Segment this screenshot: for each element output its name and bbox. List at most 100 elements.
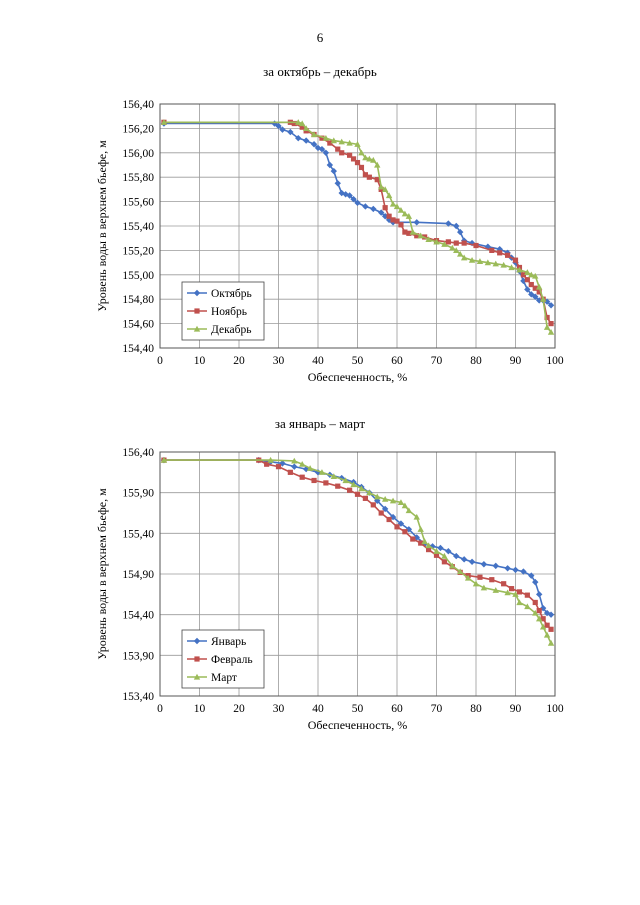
legend-label: Февраль xyxy=(211,654,253,666)
data-point xyxy=(500,261,507,268)
data-point xyxy=(394,524,400,530)
y-tick-label: 156,20 xyxy=(122,123,154,135)
data-point xyxy=(322,134,330,141)
y-tick-label: 156,40 xyxy=(122,447,154,459)
water-level-chart-jan-mar: 153,40 153,90 154,40 154,90 155,40 155,90 156,… xyxy=(95,447,564,732)
data-point xyxy=(484,259,492,266)
data-point xyxy=(468,256,476,263)
data-point xyxy=(362,495,368,501)
data-point xyxy=(457,568,464,575)
data-point xyxy=(441,559,447,565)
data-point xyxy=(441,552,448,559)
data-point xyxy=(536,289,542,295)
x-tick-label: 100 xyxy=(546,703,564,715)
data-point xyxy=(323,480,329,486)
y-tick-label: 156,00 xyxy=(122,148,154,160)
data-point xyxy=(528,281,534,288)
data-point xyxy=(354,159,361,166)
data-point xyxy=(362,172,368,178)
data-point xyxy=(410,536,416,542)
y-tick-label: 155,60 xyxy=(122,197,154,209)
data-point xyxy=(524,277,530,283)
data-point xyxy=(501,581,507,587)
x-tick-label: 60 xyxy=(391,703,403,715)
data-point xyxy=(504,565,511,572)
legend-label: Декабрь xyxy=(211,324,251,336)
data-point xyxy=(302,137,310,144)
y-tick-label: 155,80 xyxy=(122,172,154,184)
data-point xyxy=(516,266,523,273)
data-point xyxy=(414,233,420,239)
legend-marker xyxy=(193,325,201,332)
data-point xyxy=(536,608,542,614)
data-point xyxy=(291,463,298,470)
legend: Январь Февраль Март xyxy=(181,629,265,689)
data-point xyxy=(544,622,550,628)
data-point xyxy=(334,180,341,187)
data-point xyxy=(409,228,416,235)
data-point xyxy=(370,205,377,213)
y-tick-label: 153,40 xyxy=(122,691,154,703)
data-point xyxy=(382,205,388,211)
data-point xyxy=(347,152,353,158)
x-tick-label: 0 xyxy=(157,355,163,367)
data-point xyxy=(386,516,392,523)
chart-title-oct-dec: за октябрь – декабрь xyxy=(263,64,377,79)
data-point xyxy=(358,164,365,171)
data-point xyxy=(385,192,393,199)
data-point xyxy=(358,485,365,492)
data-point xyxy=(528,291,535,298)
data-point xyxy=(433,552,440,558)
x-tick-label: 60 xyxy=(391,355,403,367)
y-tick-label: 155,20 xyxy=(122,245,154,257)
y-tick-label: 154,40 xyxy=(122,610,154,622)
y-tick-label: 154,90 xyxy=(122,569,154,581)
data-point xyxy=(417,526,424,532)
data-point xyxy=(299,474,305,480)
data-point xyxy=(160,119,168,125)
x-tick-label: 20 xyxy=(233,703,245,715)
data-point xyxy=(370,502,376,508)
data-point xyxy=(342,191,349,198)
x-tick-label: 90 xyxy=(510,703,522,715)
water-level-chart-oct-dec: 154,40 154,60 154,80 155,00 155,20 155,40 155,… xyxy=(95,99,564,384)
data-point xyxy=(374,177,380,183)
data-point xyxy=(279,126,286,133)
plot-frame xyxy=(159,103,556,349)
data-point xyxy=(397,206,405,213)
plot-frame xyxy=(159,451,556,697)
data-point xyxy=(397,499,405,506)
data-point xyxy=(547,302,555,309)
data-point xyxy=(299,124,305,130)
data-point xyxy=(310,141,318,148)
series-line xyxy=(163,121,552,333)
data-point xyxy=(505,252,511,258)
data-point xyxy=(539,296,547,302)
data-point xyxy=(366,155,373,162)
data-point xyxy=(335,146,341,152)
data-point xyxy=(445,239,451,245)
data-point xyxy=(547,611,555,618)
data-point xyxy=(374,493,381,500)
data-point xyxy=(354,199,361,207)
y-tick-label: 155,00 xyxy=(122,270,154,282)
data-point xyxy=(480,561,488,568)
data-point xyxy=(264,461,270,467)
data-point xyxy=(418,540,424,546)
data-point xyxy=(413,513,420,520)
data-point xyxy=(547,639,555,646)
data-point xyxy=(381,495,389,502)
data-point xyxy=(547,328,555,335)
data-point xyxy=(330,473,337,479)
data-point xyxy=(472,580,480,587)
data-point xyxy=(405,213,413,219)
data-point xyxy=(516,589,523,595)
x-tick-label: 40 xyxy=(312,703,324,715)
data-point xyxy=(536,297,543,304)
data-point xyxy=(347,487,353,493)
legend-label: Март xyxy=(211,672,237,684)
legend-marker xyxy=(193,637,201,645)
data-point xyxy=(267,456,274,463)
data-point xyxy=(295,119,302,125)
data-point xyxy=(520,568,527,575)
